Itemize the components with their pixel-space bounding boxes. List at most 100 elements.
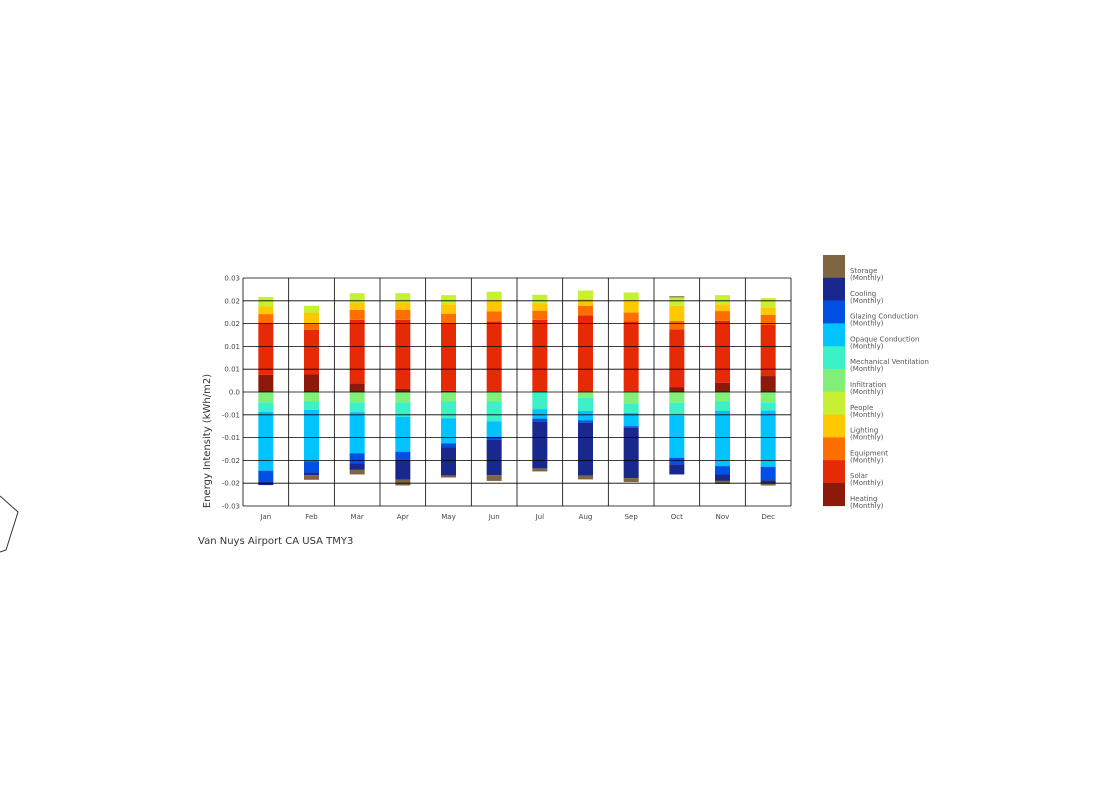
legend: Storage(Monthly)Cooling(Monthly)Glazing …	[823, 255, 929, 510]
y-tick-label: 0.01	[224, 366, 240, 374]
legend-label: Solar	[850, 472, 868, 480]
bar-jan-series-6	[258, 402, 274, 412]
bar-jul-series-6	[532, 392, 548, 410]
bar-aug-series-2	[578, 305, 593, 316]
bar-sep-series-9	[623, 427, 639, 479]
bar-aug-series-5	[578, 392, 593, 398]
legend-sublabel: (Monthly)	[850, 411, 884, 419]
bar-aug-series-10	[578, 475, 593, 480]
y-tick-label: 0.0	[229, 389, 240, 397]
bar-jun-series-4	[486, 291, 502, 302]
bar-feb-series-5	[304, 392, 319, 402]
legend-label: People	[850, 404, 873, 412]
chart-subtitle: Van Nuys Airport CA USA TMY3	[198, 536, 353, 547]
bar-apr-series-8	[395, 451, 411, 460]
bar-jul-series-9	[532, 421, 548, 469]
bar-dec-series-0	[760, 376, 776, 392]
bar-feb-series-4	[304, 305, 319, 313]
bar-oct-series-5	[669, 392, 685, 403]
bar-jun-series-1	[486, 321, 502, 392]
bar-jul-series-10	[532, 468, 548, 472]
bar-dec-series-3	[760, 307, 776, 315]
bar-nov-series-10	[715, 480, 730, 484]
bar-jun-series-5	[486, 392, 502, 402]
bar-sep-series-6	[623, 403, 639, 413]
bar-jan-series-5	[258, 392, 274, 403]
bar-feb-series-8	[304, 461, 319, 473]
legend-swatch	[823, 277, 845, 301]
y-tick-label: 0.03	[224, 275, 240, 283]
bar-jan-series-0	[258, 374, 274, 392]
bar-mar-series-4	[349, 293, 365, 303]
bar-nov-series-2	[715, 311, 730, 321]
legend-sublabel: (Monthly)	[850, 434, 884, 442]
legend-sublabel: (Monthly)	[850, 342, 884, 350]
bar-aug-series-4	[578, 290, 593, 299]
bar-aug-series-1	[578, 315, 593, 392]
grid-layer	[242, 277, 792, 507]
legend-label: Lighting	[850, 427, 878, 435]
bar-mar-series-1	[349, 319, 365, 384]
x-tick-label: Jul	[535, 513, 545, 521]
bar-jun-series-10	[486, 475, 502, 481]
bar-aug-series-7	[578, 411, 593, 421]
x-tick-label: Jan	[259, 513, 271, 521]
bar-apr-series-0	[395, 388, 411, 392]
x-tick-label: May	[441, 513, 455, 521]
bar-may-series-1	[441, 323, 456, 391]
bars-layer	[258, 290, 776, 486]
bar-apr-series-1	[395, 319, 411, 389]
bar-jul-series-3	[532, 303, 548, 311]
bar-mar-series-8	[349, 453, 365, 464]
bar-jan-series-7	[258, 411, 274, 471]
y-tick-labels: 0.03 0.02 0.02 0.01 0.01 0.0 -0.01 -0.01 -0.02 -0…	[222, 275, 240, 511]
legend-swatch	[823, 437, 845, 461]
bar-may-series-7	[441, 418, 456, 444]
bar-jul-series-4	[532, 294, 548, 304]
x-tick-label: Jun	[488, 513, 500, 521]
bar-apr-series-4	[395, 293, 411, 303]
bar-nov-series-7	[715, 411, 730, 467]
bar-sep-series-2	[623, 312, 639, 322]
x-tick-label: Apr	[397, 513, 409, 521]
legend-swatch	[823, 483, 845, 507]
bar-may-series-3	[441, 304, 456, 314]
legend-swatch	[823, 369, 845, 393]
bar-may-series-9	[441, 447, 456, 476]
legend-label: Infiltration	[850, 381, 886, 389]
bar-feb-series-0	[304, 374, 319, 392]
bar-jul-series-1	[532, 319, 548, 392]
bar-dec-series-7	[760, 410, 776, 467]
bar-dec-series-2	[760, 314, 776, 325]
bar-sep-series-10	[623, 478, 639, 483]
legend-label: Opaque Conduction	[850, 335, 919, 343]
bar-dec-series-5	[760, 392, 776, 403]
x-tick-labels: Jan Feb Mar Apr May Jun Jul Aug Sep Oct Nov Dec	[259, 513, 775, 521]
y-tick-label: 0.02	[224, 297, 240, 305]
bar-apr-series-9	[395, 459, 411, 480]
bar-nov-series-5	[715, 392, 730, 402]
legend-swatch	[823, 460, 845, 484]
legend-label: Equipment	[850, 449, 888, 457]
bar-aug-series-8	[578, 420, 593, 423]
bar-mar-series-2	[349, 309, 365, 320]
bar-oct-series-4	[669, 297, 685, 306]
bar-mar-series-10	[349, 469, 365, 475]
bar-mar-series-0	[349, 383, 365, 392]
legend-label: Storage	[850, 267, 877, 275]
legend-sublabel: (Monthly)	[850, 388, 884, 396]
bar-feb-series-1	[304, 329, 319, 375]
x-tick-label: Nov	[716, 513, 730, 521]
bar-mar-series-9	[349, 463, 365, 470]
bar-apr-series-5	[395, 392, 411, 403]
bar-dec-series-10	[760, 483, 776, 486]
bar-apr-series-3	[395, 302, 411, 310]
legend-swatch	[823, 300, 845, 324]
bar-nov-series-0	[715, 382, 730, 392]
legend-label: Mechanical Ventilation	[850, 358, 929, 366]
bar-feb-series-10	[304, 475, 319, 480]
legend-sublabel: (Monthly)	[850, 320, 884, 328]
bar-jan-series-8	[258, 470, 274, 483]
bar-jan-series-1	[258, 323, 274, 375]
